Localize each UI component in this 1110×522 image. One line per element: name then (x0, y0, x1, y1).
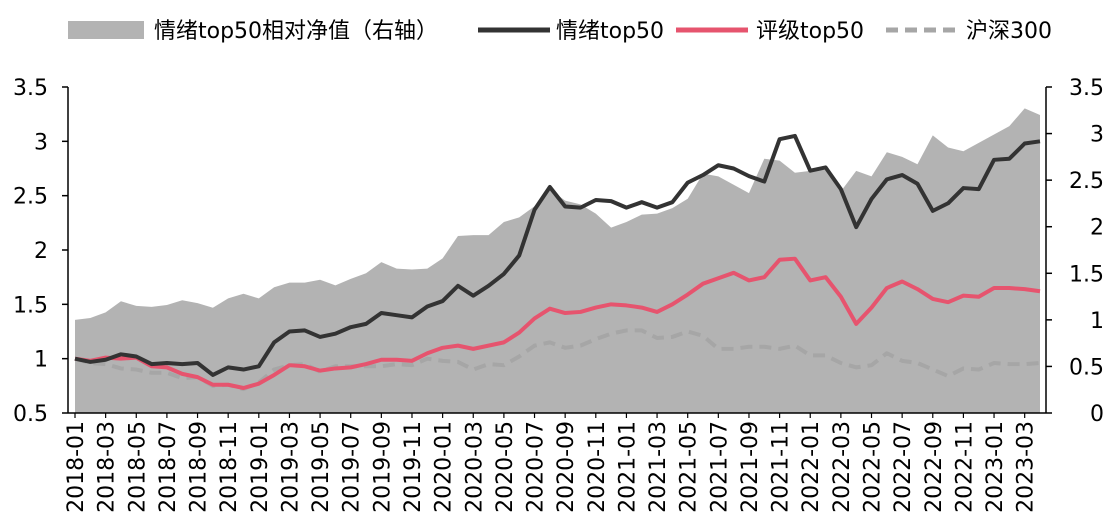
left-tick-label: 1.5 (13, 293, 48, 318)
x-tick-label: 2019-01 (248, 421, 273, 513)
left-tick-label: 2 (34, 239, 48, 264)
x-tick-label: 2018-01 (64, 421, 89, 513)
x-tick-label: 2019-07 (340, 421, 365, 513)
legend: 情绪top50相对净值（右轴） 情绪top50 评级top50 沪深300 (68, 19, 1052, 44)
x-tick-label: 2022-05 (861, 421, 886, 513)
x-tick-label: 2020-09 (554, 421, 579, 513)
plot-area (74, 108, 1041, 414)
x-tick-label: 2022-03 (830, 421, 855, 513)
x-tick-label: 2022-07 (891, 421, 916, 513)
legend-label-sentiment: 情绪top50 (556, 19, 664, 44)
right-tick-label: 0.5 (1069, 355, 1104, 380)
x-tick-label: 2022-09 (922, 421, 947, 513)
x-tick-label: 2020-03 (462, 421, 487, 513)
series-line-sentiment (74, 133, 1041, 377)
left-tick-label: 0.5 (13, 402, 48, 427)
legend-label-nav: 情绪top50相对净值（右轴） (154, 19, 438, 44)
left-tick-label: 3 (34, 130, 48, 155)
x-tick-label: 2022-01 (799, 421, 824, 513)
x-tick-label: 2020-11 (585, 421, 610, 513)
legend-label-rating: 评级top50 (756, 19, 864, 44)
x-tick-label: 2023-01 (983, 421, 1008, 513)
x-tick-label: 2019-05 (309, 421, 334, 513)
series-area-nav (75, 108, 1040, 414)
x-tick-label: 2018-07 (156, 421, 181, 513)
x-tick-label: 2018-03 (95, 421, 120, 513)
legend-label-hs300: 沪深300 (966, 19, 1052, 44)
x-tick-label: 2021-09 (738, 421, 763, 513)
x-tick-label: 2021-05 (677, 421, 702, 513)
x-tick-label: 2021-07 (707, 421, 732, 513)
right-tick-label: 3 (1090, 123, 1104, 148)
right-tick-label: 1.5 (1069, 262, 1104, 287)
right-tick-label: 2.5 (1069, 169, 1104, 194)
x-tick-label: 2021-01 (615, 421, 640, 513)
right-tick-label: 1 (1090, 309, 1104, 334)
x-tick-label: 2018-11 (217, 421, 242, 513)
x-tick-label: 2018-09 (187, 421, 212, 513)
legend-swatch-nav (68, 21, 144, 39)
x-tick-label: 2023-03 (1014, 421, 1039, 513)
right-tick-label: 3.5 (1069, 76, 1104, 101)
x-tick-label: 2019-03 (278, 421, 303, 513)
x-tick-label: 2020-05 (493, 421, 518, 513)
right-tick-label: 0 (1090, 402, 1104, 427)
left-tick-label: 1 (34, 348, 48, 373)
x-tick-label: 2020-07 (524, 421, 549, 513)
x-tick-label: 2021-11 (769, 421, 794, 513)
left-tick-label: 3.5 (13, 76, 48, 101)
x-tick-label: 2021-03 (646, 421, 671, 513)
left-tick-label: 2.5 (13, 185, 48, 210)
x-tick-label: 2020-01 (432, 421, 457, 513)
x-tick-label: 2019-11 (401, 421, 426, 513)
x-tick-label: 2019-09 (370, 421, 395, 513)
right-tick-label: 2 (1090, 216, 1104, 241)
x-tick-label: 2022-11 (952, 421, 977, 513)
series-line-rating (74, 256, 1041, 391)
x-tick-label: 2018-05 (125, 421, 150, 513)
